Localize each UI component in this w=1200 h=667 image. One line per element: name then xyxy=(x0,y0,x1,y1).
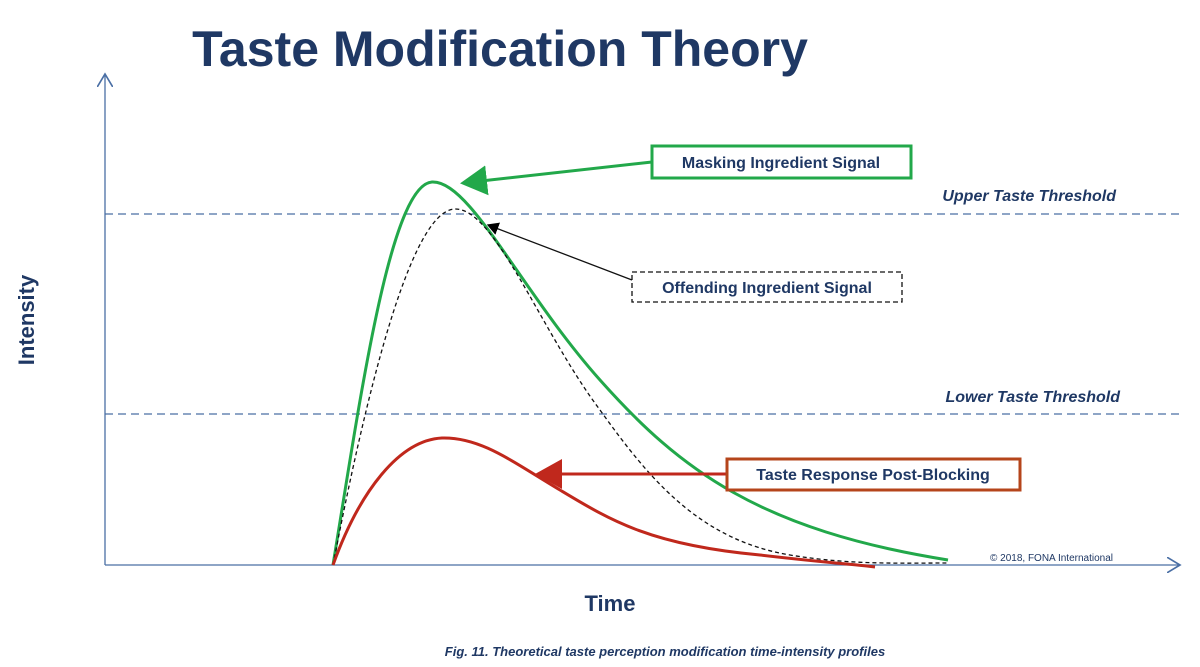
caption: Fig. 11. Theoretical taste perception mo… xyxy=(445,644,885,659)
y-axis-label: Intensity xyxy=(14,274,39,365)
offending-label: Offending Ingredient Signal xyxy=(662,280,872,297)
upper-threshold-label: Upper Taste Threshold xyxy=(942,188,1117,205)
offending-curve xyxy=(332,208,949,566)
masking-arrow xyxy=(460,160,653,196)
offending-box xyxy=(631,271,903,303)
blocking-label: Taste Response Post-Blocking xyxy=(756,467,990,484)
x-axis-label: Time xyxy=(585,591,636,616)
blocking-curve xyxy=(331,436,876,569)
blocking-box xyxy=(725,457,1022,492)
title: Taste Modification Theory xyxy=(192,21,808,77)
masking-box xyxy=(650,144,913,180)
lower-threshold-label: Lower Taste Threshold xyxy=(945,389,1121,406)
offending-arrow xyxy=(486,222,633,281)
masking-curve xyxy=(331,180,949,566)
masking-label: Masking Ingredient Signal xyxy=(682,155,880,172)
copyright: © 2018, FONA International xyxy=(990,553,1113,564)
